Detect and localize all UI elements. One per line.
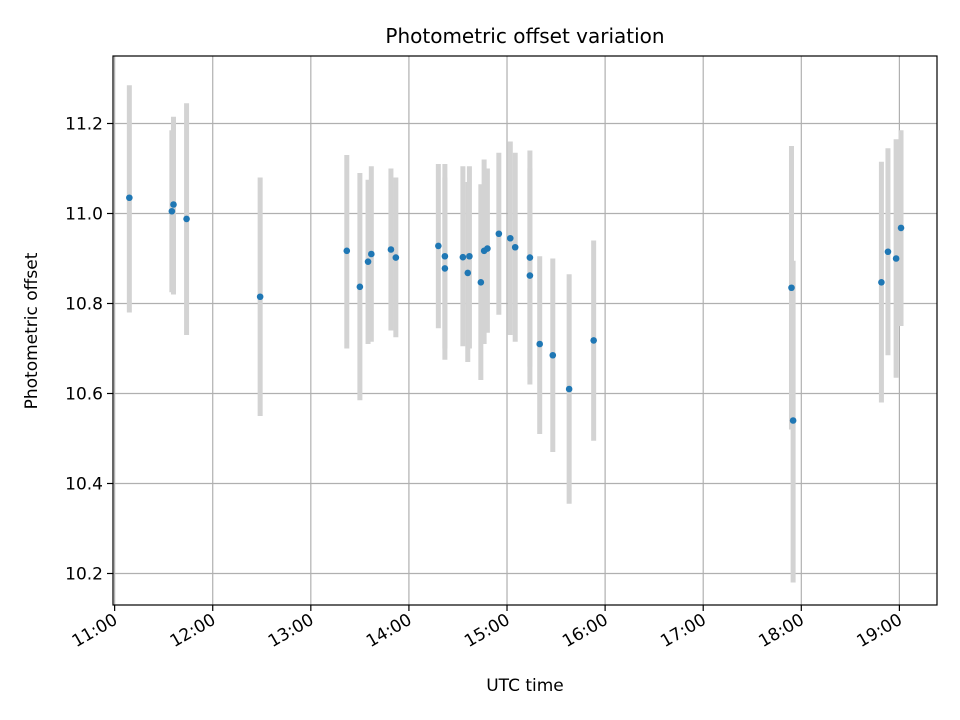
data-point [368,250,375,258]
data-point [484,245,491,252]
y-tick-label: 10.8 [65,295,103,315]
data-point [256,293,264,301]
data-point [441,265,449,272]
data-point [897,224,905,232]
data-point [526,254,534,261]
data-point [495,230,503,238]
y-tick-label: 11.2 [65,115,103,135]
data-point [356,283,364,291]
data-point [477,279,485,286]
marker-layer [126,194,905,424]
x-axis-label: UTC time [486,676,564,696]
plot-area-frame [112,55,938,606]
data-point [466,252,473,260]
data-point [364,258,372,265]
data-point [343,247,351,255]
data-point [565,385,573,393]
data-point [549,351,557,359]
data-point [126,194,133,202]
data-point [392,254,400,261]
y-tick-label: 10.4 [65,475,103,495]
data-point [459,253,467,261]
data-point [441,252,449,260]
data-point [590,337,597,344]
data-point [168,207,176,215]
data-point [892,255,900,262]
data-point [464,269,472,277]
data-point [435,242,442,250]
y-axis-label: Photometric offset [22,252,42,409]
data-point [183,215,190,223]
data-point [526,272,534,279]
data-point [511,243,519,251]
data-point [536,340,544,348]
data-point [884,248,892,256]
data-point [789,417,797,424]
y-tick-label: 11.0 [65,205,103,225]
data-point [788,284,795,292]
data-point [387,246,395,253]
y-tick-label: 10.2 [65,565,103,585]
data-point [506,234,514,242]
y-tick-label: 10.6 [65,385,103,405]
data-point [170,201,177,208]
data-point [878,279,885,286]
chart-title: Photometric offset variation [385,24,664,48]
